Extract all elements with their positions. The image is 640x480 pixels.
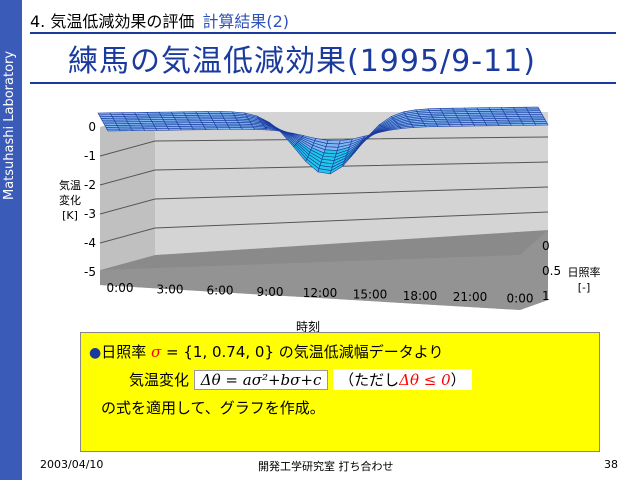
- surface-cell: [146, 111, 161, 115]
- x-tick-label: 3:00: [157, 282, 184, 296]
- surface-cell: [109, 112, 124, 115]
- title-rule: [30, 82, 616, 84]
- wall-gridline: [99, 161, 549, 186]
- sigma-symbol: σ: [151, 343, 162, 361]
- condition-prefix: （ただし: [339, 371, 400, 389]
- box-line-1: ●日照率 σ = {1, 0.74, 0} の気温低減幅データより: [89, 341, 443, 362]
- slide-title: 練馬の気温低減効果(1995/9-11): [68, 44, 536, 79]
- surface-cell: [500, 107, 516, 110]
- condition-suffix: ）: [450, 371, 466, 389]
- x-tick-label: 9:00: [257, 285, 284, 299]
- surface-cell: [451, 107, 467, 111]
- x-axis-label: 時刻: [296, 320, 321, 334]
- wall-gridline: [99, 211, 549, 244]
- y-tick-label: -3: [84, 207, 96, 221]
- surface-cell: [134, 112, 149, 115]
- wall-gridline: [99, 136, 549, 157]
- surface-cell: [121, 112, 137, 115]
- surface-cell: [476, 107, 491, 110]
- depth-tick-label: 0: [542, 239, 550, 253]
- floor-front: [100, 230, 548, 310]
- wall-gridline: [99, 186, 549, 215]
- box-line-2: 気温変化 Δθ = aσ²+bσ+c （ただしΔθ ≤ 0）: [129, 369, 472, 390]
- depth-tick-label: 0.5: [542, 264, 561, 278]
- surface-cell: [207, 111, 222, 114]
- sidebar-band: Matsuhashi Laboratory: [0, 0, 22, 480]
- page-number: 38: [604, 458, 618, 471]
- surface-cell: [464, 107, 479, 111]
- surface-cell: [183, 111, 198, 114]
- response-surface: [97, 106, 549, 175]
- box-line-3: の式を適用して、グラフを作成。: [101, 397, 325, 418]
- explanation-box: ●日照率 σ = {1, 0.74, 0} の気温低減幅データより 気温変化 Δ…: [80, 332, 600, 452]
- depth-axis-ticks: 00.51: [542, 239, 561, 303]
- wall-gridlines: [99, 136, 549, 244]
- condition: Δθ ≤ 0: [399, 371, 451, 389]
- x-tick-label: 0:00: [507, 291, 534, 305]
- bullet-icon: ●: [89, 345, 102, 361]
- surface-cell: [488, 107, 503, 110]
- subsection-title: 計算結果(2): [202, 12, 290, 31]
- x-tick-label: 15:00: [353, 288, 388, 302]
- y-axis-label: 気温 変化 [K]: [55, 178, 85, 223]
- section-heading: 4. 気温低減効果の評価 計算結果(2): [30, 8, 289, 32]
- x-tick-label: 18:00: [403, 289, 438, 303]
- surface-cell: [158, 111, 173, 115]
- line1-rest: = {1, 0.74, 0} の気温低減幅データより: [161, 343, 444, 361]
- x-tick-label: 12:00: [303, 286, 338, 300]
- depth-axis-label-line: [-]: [577, 281, 591, 294]
- surface-cell: [97, 112, 112, 116]
- surface-cell: [439, 107, 454, 111]
- surface-cell: [525, 106, 540, 110]
- footer-date: 2003/04/10: [40, 458, 104, 471]
- formula: Δθ = aσ²+bσ+c: [193, 370, 329, 390]
- surface-cell: [513, 106, 528, 110]
- depth-tick-label: 1: [542, 289, 550, 303]
- depth-axis-label-line: 日照率: [567, 266, 601, 279]
- y-tick-label: -2: [84, 178, 96, 192]
- y-tick-label: 0: [88, 120, 96, 134]
- surface-cell: [427, 108, 442, 111]
- y-axis-label-line: [K]: [62, 209, 78, 222]
- depth-axis-label: 日照率 [-]: [562, 265, 606, 295]
- temp-change-label: 気温変化: [129, 371, 190, 389]
- y-axis-label-line: 変化: [59, 194, 81, 207]
- x-tick-label: 21:00: [453, 290, 488, 304]
- method-text: の式を適用して、グラフを作成。: [101, 399, 325, 417]
- y-axis-label-line: 気温: [59, 179, 81, 192]
- x-axis-ticks: 0:00 3:00 6:00 9:00 12:00 15:00 18:00 21:00 0:00: [107, 281, 534, 305]
- back-wall: [155, 112, 548, 255]
- x-tick-label: 6:00: [207, 284, 234, 298]
- surface-cell: [170, 111, 186, 115]
- section-title: 4. 気温低減効果の評価: [30, 12, 195, 31]
- surface-cell: [219, 111, 234, 114]
- surface-cell: [195, 111, 210, 114]
- y-tick-label: -4: [84, 236, 96, 250]
- x-tick-label: 0:00: [107, 281, 134, 295]
- left-wall: [100, 112, 155, 270]
- condition-wrap: （ただしΔθ ≤ 0）: [333, 369, 472, 390]
- sunlight-label: 日照率: [101, 343, 147, 361]
- y-axis-ticks: 0 -1 -2 -3 -4 -5: [84, 120, 96, 279]
- footer-meeting: 開発工学研究室 打ち合わせ: [258, 460, 394, 473]
- y-tick-label: -5: [84, 265, 96, 279]
- header-rule: [30, 32, 616, 34]
- y-tick-label: -1: [84, 149, 96, 163]
